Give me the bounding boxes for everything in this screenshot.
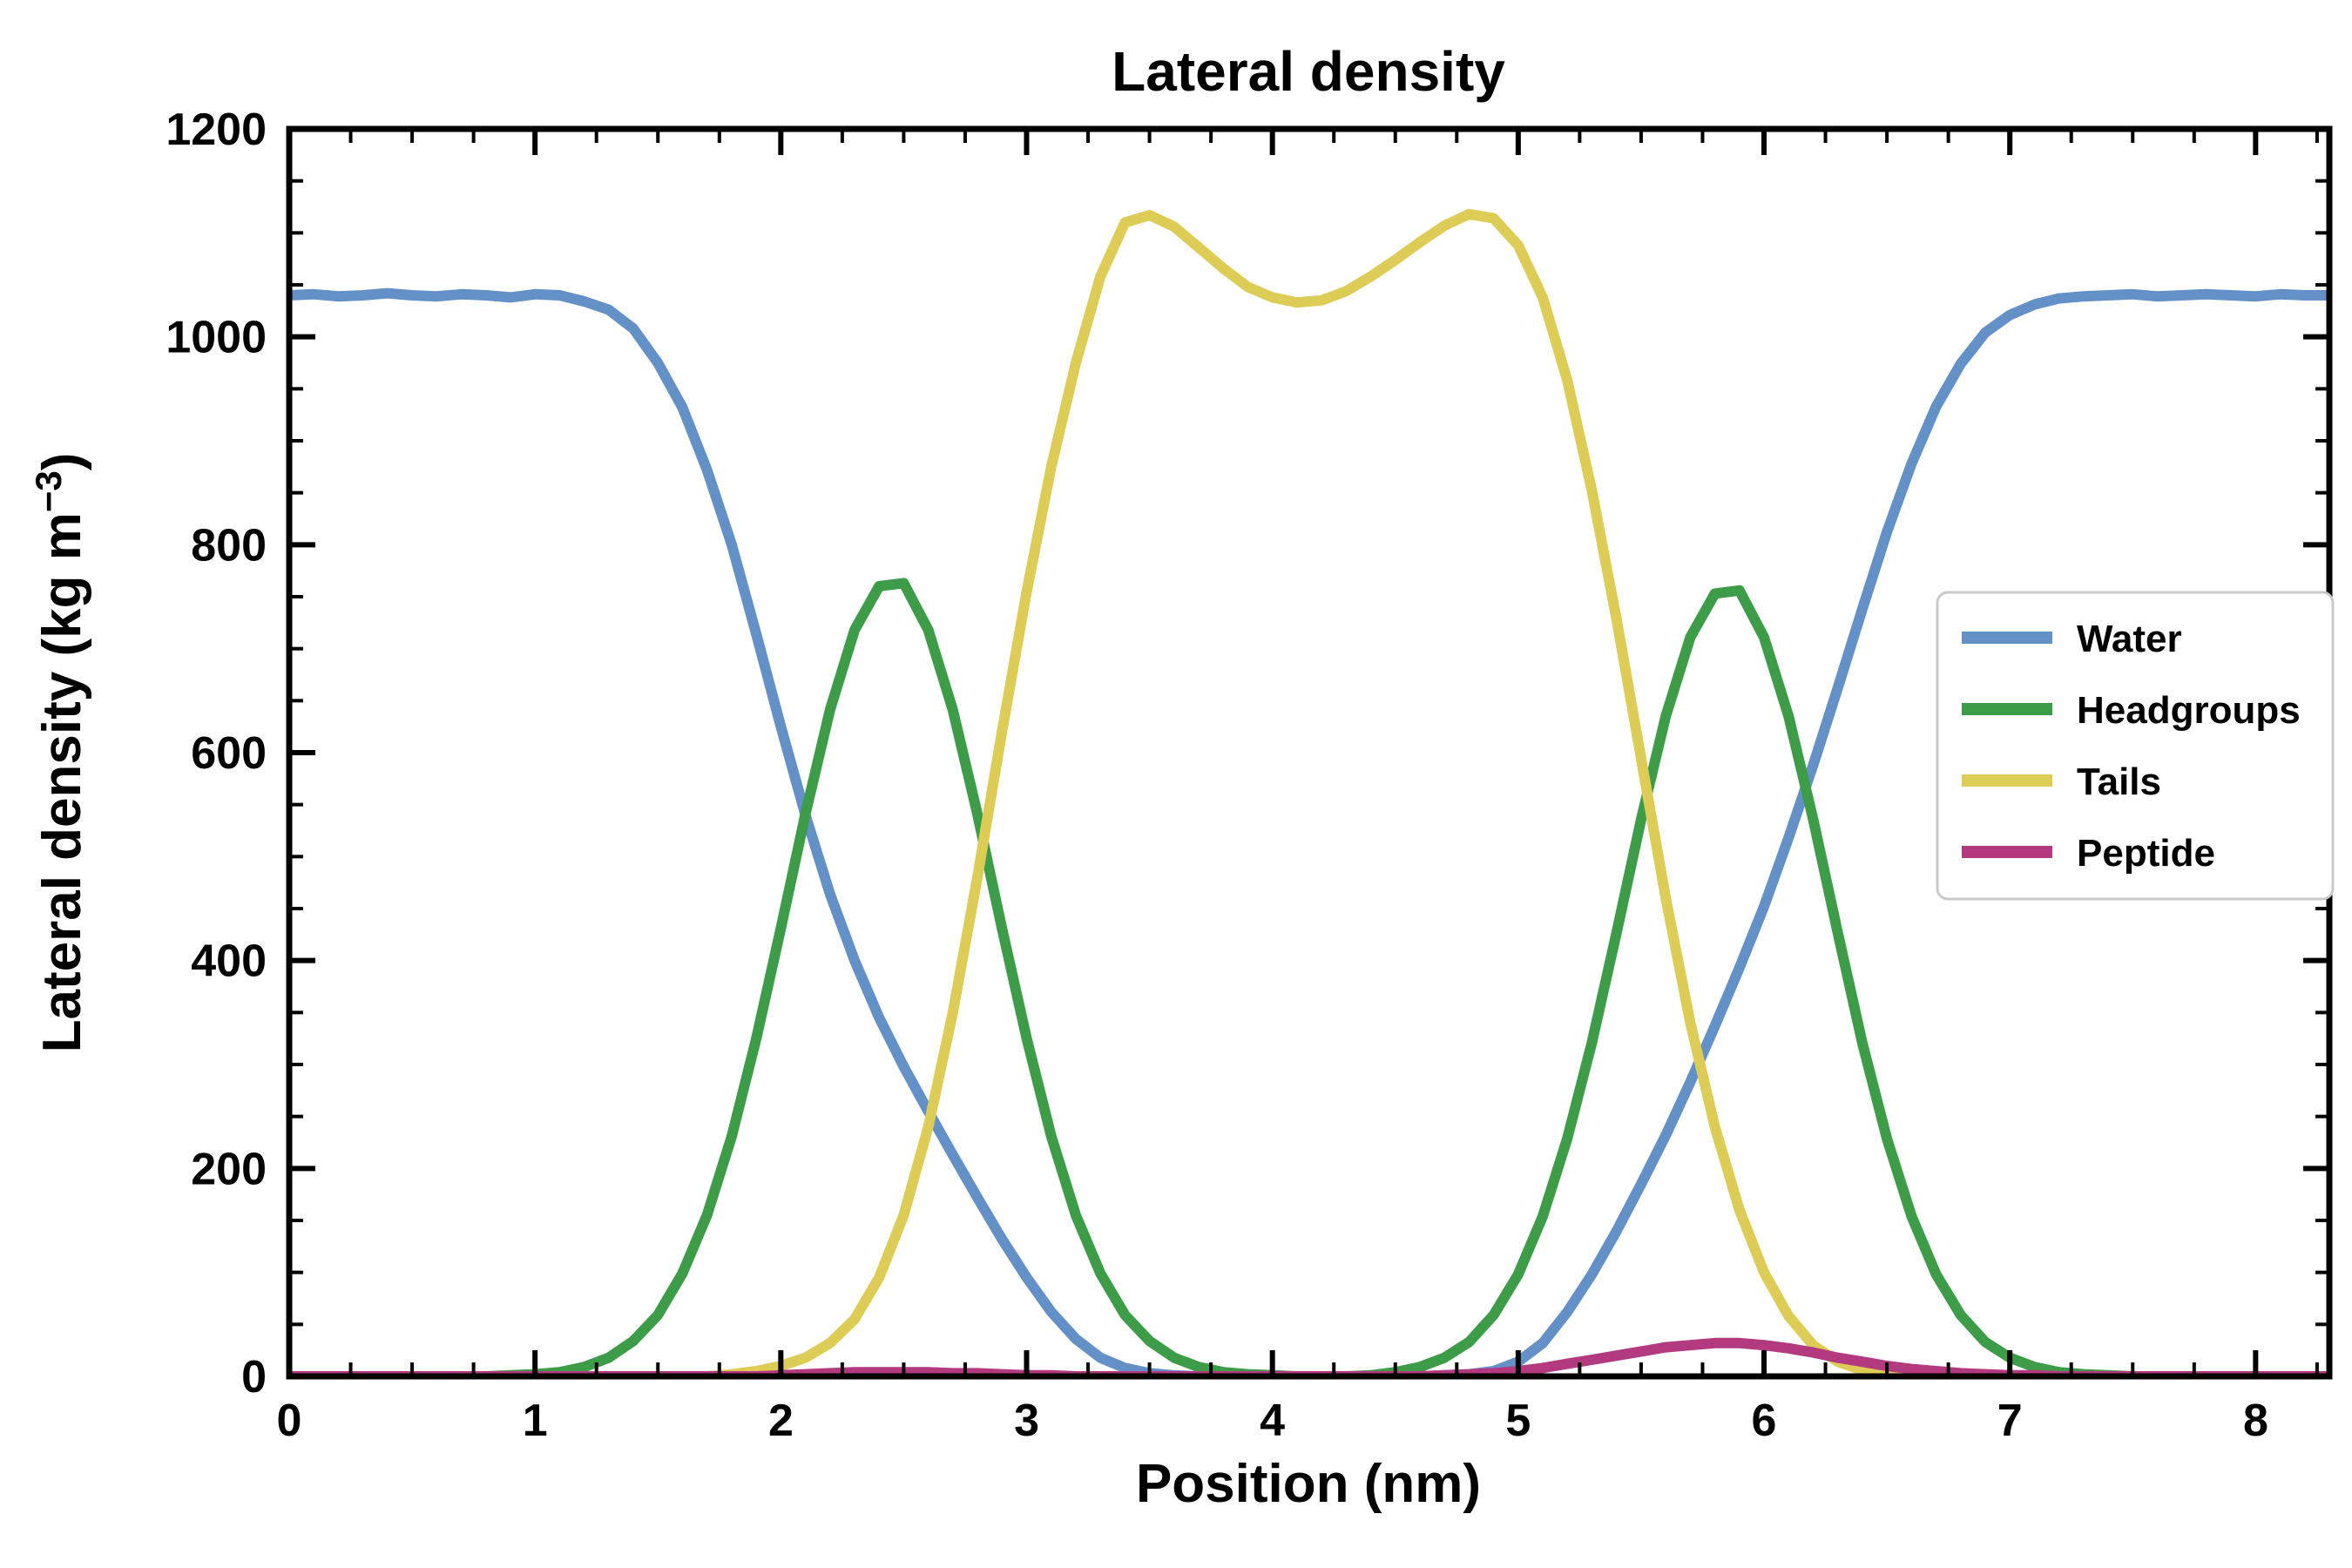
y-tick-label: 1000 — [166, 313, 267, 363]
x-tick-label: 8 — [2243, 1396, 2268, 1446]
legend-label-water: Water — [2077, 618, 2182, 660]
x-tick-label: 7 — [1997, 1396, 2023, 1446]
x-tick-label: 4 — [1260, 1396, 1285, 1446]
x-tick-label: 6 — [1752, 1396, 1777, 1446]
tick-labels: 0 1 2 3 4 5 6 7 8 0 200 400 600 800 1000 1200 — [166, 105, 2268, 1446]
x-tick-label: 5 — [1505, 1396, 1531, 1446]
x-tick-label: 3 — [1014, 1396, 1039, 1446]
y-axis-label: Lateral density (kg m−3) — [28, 453, 92, 1053]
x-tick-label: 2 — [768, 1396, 794, 1446]
x-axis-label: Position (nm) — [1136, 1454, 1481, 1514]
series-line-headgroups — [289, 578, 2329, 1376]
x-tick-label: 1 — [523, 1396, 548, 1446]
y-tick-label: 200 — [191, 1144, 267, 1194]
y-tick-label: 800 — [191, 520, 267, 571]
chart-title: Lateral density — [1112, 40, 1505, 103]
legend: Water Headgroups Tails Peptide — [1936, 591, 2335, 901]
y-tick-label: 0 — [241, 1352, 267, 1402]
legend-label-headgroups: Headgroups — [2077, 689, 2301, 732]
series-line-water — [289, 287, 2329, 1376]
legend-label-tails: Tails — [2077, 760, 2161, 803]
x-tick-label: 0 — [277, 1396, 302, 1446]
y-tick-label: 600 — [191, 728, 267, 779]
y-tick-label: 400 — [191, 936, 267, 987]
y-tick-label: 1200 — [166, 105, 267, 155]
series-line-tails — [289, 208, 2329, 1376]
legend-box — [1936, 591, 2335, 901]
legend-label-peptide: Peptide — [2077, 832, 2215, 875]
